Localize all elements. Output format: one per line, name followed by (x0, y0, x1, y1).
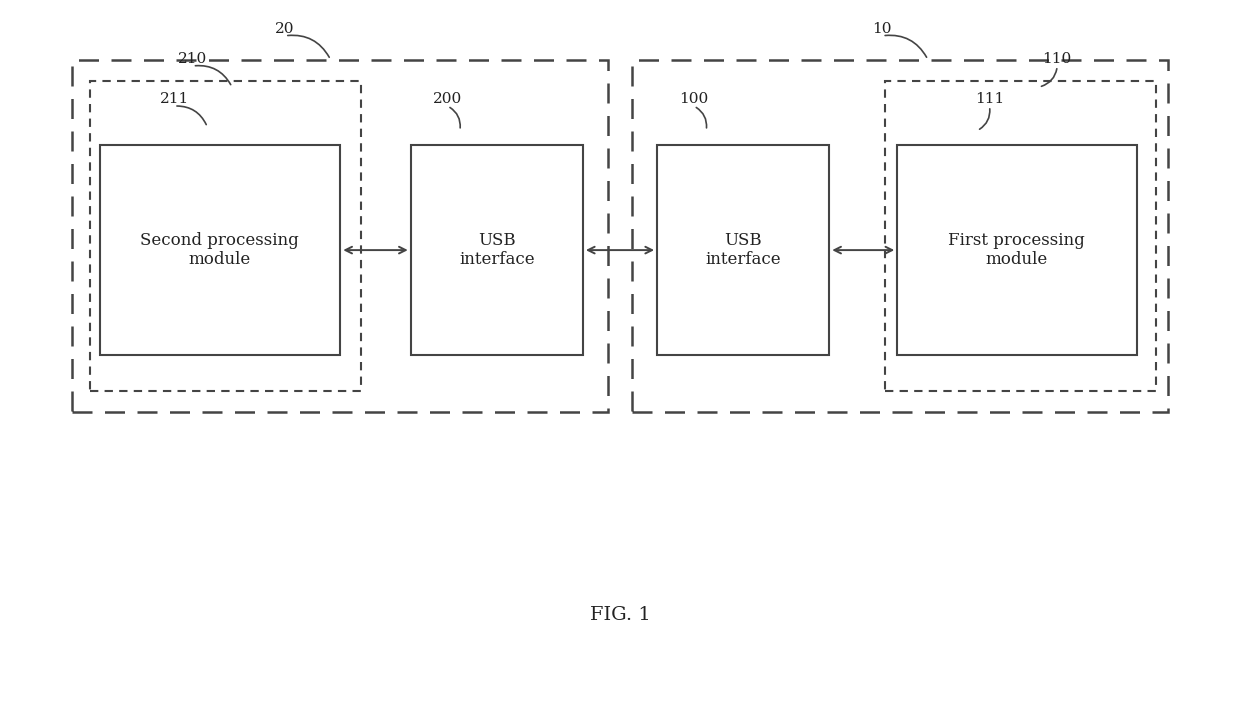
Bar (632, 60, 1168, 412)
Text: 211: 211 (160, 92, 188, 106)
Bar (91, 82, 361, 390)
Text: USB
interface: USB interface (459, 232, 534, 268)
Bar (657, 145, 830, 356)
Bar (72, 60, 608, 412)
Text: USB
interface: USB interface (706, 232, 781, 268)
Text: 10: 10 (873, 22, 892, 36)
Text: 110: 110 (1043, 52, 1071, 66)
Bar (897, 145, 1137, 356)
Text: 111: 111 (975, 92, 1004, 106)
Text: 210: 210 (179, 52, 207, 66)
Text: FIG. 1: FIG. 1 (590, 606, 650, 624)
Text: 100: 100 (680, 92, 708, 106)
Bar (100, 145, 341, 356)
Text: 20: 20 (275, 22, 295, 36)
Text: 200: 200 (433, 92, 463, 106)
Bar (410, 145, 583, 356)
Text: Second processing
module: Second processing module (140, 232, 299, 268)
Text: First processing
module: First processing module (949, 232, 1085, 268)
Bar (885, 82, 1156, 390)
